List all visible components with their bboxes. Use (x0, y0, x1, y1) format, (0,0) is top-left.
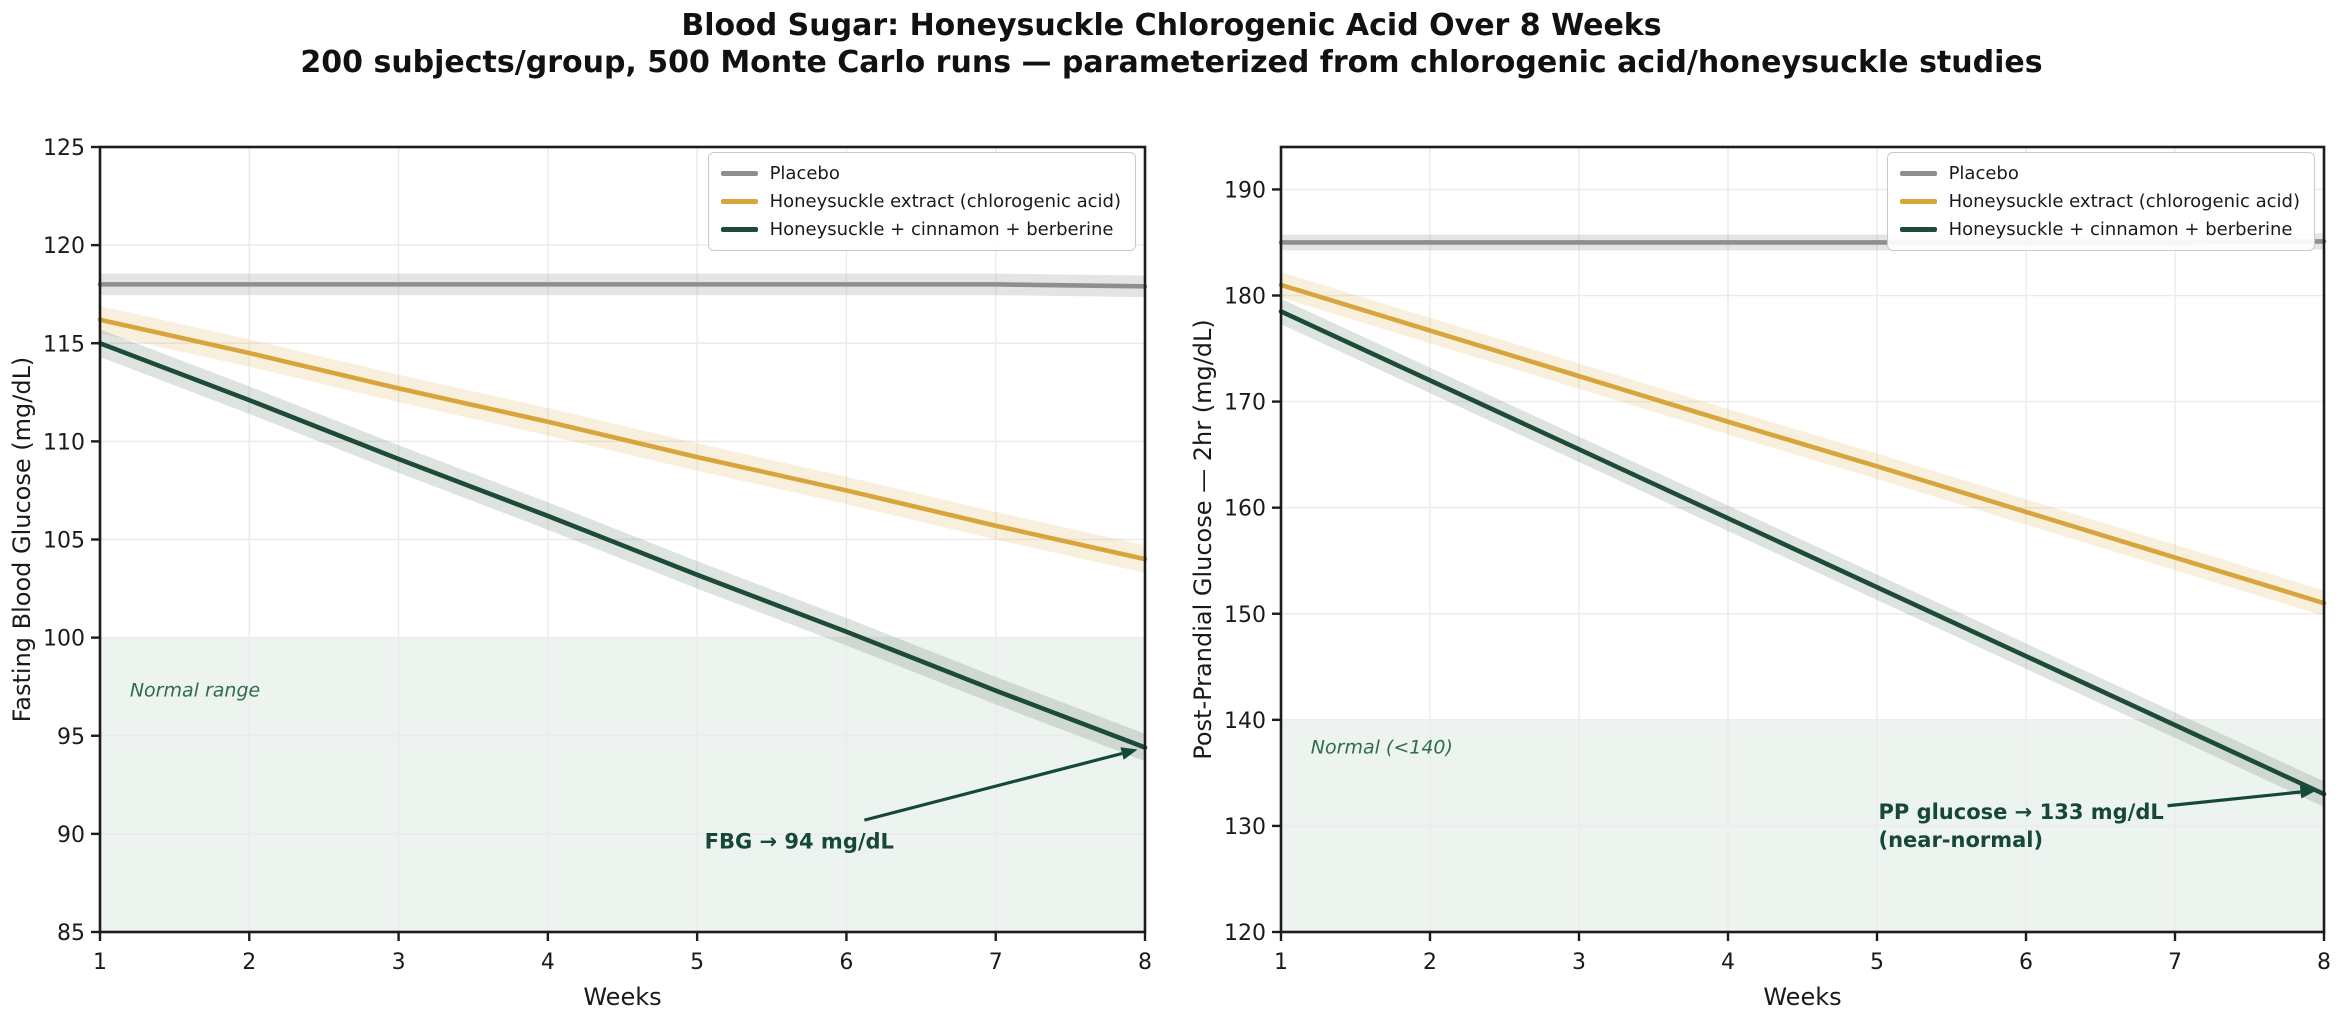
x-tick-label: 7 (2168, 950, 2182, 975)
series-line-2 (97, 340, 1148, 750)
y-tick-label: 115 (43, 332, 85, 357)
x-tick-label: 8 (1138, 950, 1152, 975)
legend-label-placebo: Placebo (1948, 163, 2019, 184)
annotation-arrow-line-fbg (863, 751, 1123, 822)
annotation-arrow-head-fbg (1120, 747, 1138, 760)
x-axis-label-pp: Weeks (1763, 983, 1841, 1011)
legend-line-swatch-combo (720, 227, 758, 232)
y-tick-label: 160 (1224, 497, 1266, 522)
y-tick-label: 100 (43, 627, 85, 652)
legend-label-combo: Honeysuckle + cinnamon + berberine (1948, 219, 2293, 240)
y-tick-label: 130 (1224, 815, 1266, 840)
axes-spines-pp (1279, 145, 2326, 934)
title-line-2: 200 subjects/group, 500 Monte Carlo runs… (300, 45, 2043, 80)
normal-zone-label-pp: Normal (<140) (1311, 736, 1453, 758)
y-tick-label: 85 (57, 921, 85, 946)
x-tick-label: 6 (2019, 950, 2033, 975)
y-axis-label-fbg: Fasting Blood Glucose (mg/dL) (8, 357, 36, 723)
x-tick-label: 7 (989, 950, 1003, 975)
x-tick-label: 1 (93, 950, 107, 975)
y-axis-label-pp: Post-Prandial Glucose — 2hr (mg/dL) (1189, 319, 1217, 760)
x-tick-label: 4 (1721, 950, 1735, 975)
x-tick-label: 3 (1572, 950, 1586, 975)
series-line-2 (1278, 309, 2327, 797)
x-tick-label: 5 (690, 950, 704, 975)
y-tick-label: 140 (1224, 709, 1266, 734)
annotation-arrow-line-pp (2167, 790, 2301, 808)
y-tick-label: 190 (1224, 178, 1266, 203)
y-tick-label: 95 (57, 725, 85, 750)
legend-line-swatch-combo (1899, 227, 1937, 232)
series-line-0 (97, 282, 1148, 289)
series-line-1 (97, 317, 1148, 562)
legend-line-swatch-placebo (1899, 171, 1937, 176)
y-tick-label: 120 (43, 234, 85, 259)
legend-item-placebo: Placebo (1899, 163, 2300, 184)
annotation-arrow-head-pp (2299, 785, 2317, 799)
y-tick-label: 170 (1224, 391, 1266, 416)
x-tick-label: 3 (392, 950, 406, 975)
y-tick-label: 90 (57, 823, 85, 848)
legend-line-swatch-placebo (720, 171, 758, 176)
legend-item-extract: Honeysuckle extract (chlorogenic acid) (720, 191, 1121, 212)
x-tick-label: 6 (839, 950, 853, 975)
title-line-1: Blood Sugar: Honeysuckle Chlorogenic Aci… (681, 8, 1662, 43)
chart-fbg: FBG → 94 mg/dL Normal range 1 2 3 4 5 6 7 8 85 90 95… (8, 136, 1152, 1011)
legend-line-swatch-extract (1899, 199, 1937, 204)
y-tick-label: 180 (1224, 285, 1266, 310)
annotation-text-pp: (near-normal) (1878, 828, 2043, 852)
series-line-1 (1278, 282, 2327, 606)
normal-zone-fbg (100, 637, 1145, 932)
annotation-text-fbg: FBG → 94 mg/dL (705, 830, 894, 854)
legend-item-placebo: Placebo (720, 163, 1121, 184)
x-tick-label: 2 (242, 950, 256, 975)
x-tick-label: 5 (1870, 950, 1884, 975)
x-tick-label: 1 (1274, 950, 1288, 975)
legend-item-extract: Honeysuckle extract (chlorogenic acid) (1899, 191, 2300, 212)
legend-label-extract: Honeysuckle extract (chlorogenic acid) (769, 191, 1121, 212)
x-tick-label: 4 (541, 950, 555, 975)
y-tick-label: 110 (43, 430, 85, 455)
y-tick-label: 125 (43, 136, 85, 161)
x-tick-label: 8 (2317, 950, 2331, 975)
legend-fbg: Placebo Honeysuckle extract (chlorogenic… (707, 152, 1136, 251)
legend-item-combo: Honeysuckle + cinnamon + berberine (1899, 219, 2300, 240)
legend-label-placebo: Placebo (769, 163, 840, 184)
normal-zone-label-fbg: Normal range (130, 680, 260, 702)
annotation-text-pp: PP glucose → 133 mg/dL (1878, 800, 2163, 824)
legend-item-combo: Honeysuckle + cinnamon + berberine (720, 219, 1121, 240)
legend-pp: Placebo Honeysuckle extract (chlorogenic… (1886, 152, 2315, 251)
y-tick-label: 150 (1224, 603, 1266, 628)
figure-title: Blood Sugar: Honeysuckle Chlorogenic Aci… (0, 7, 2343, 81)
x-tick-label: 2 (1423, 950, 1437, 975)
y-tick-label: 120 (1224, 921, 1266, 946)
y-tick-label: 105 (43, 529, 85, 554)
chart-pp: PP glucose → 133 mg/dL (near-normal) Norma… (1189, 145, 2331, 1011)
legend-line-swatch-extract (720, 199, 758, 204)
x-axis-label-fbg: Weeks (583, 983, 661, 1011)
legend-label-extract: Honeysuckle extract (chlorogenic acid) (1948, 191, 2300, 212)
legend-label-combo: Honeysuckle + cinnamon + berberine (769, 219, 1114, 240)
